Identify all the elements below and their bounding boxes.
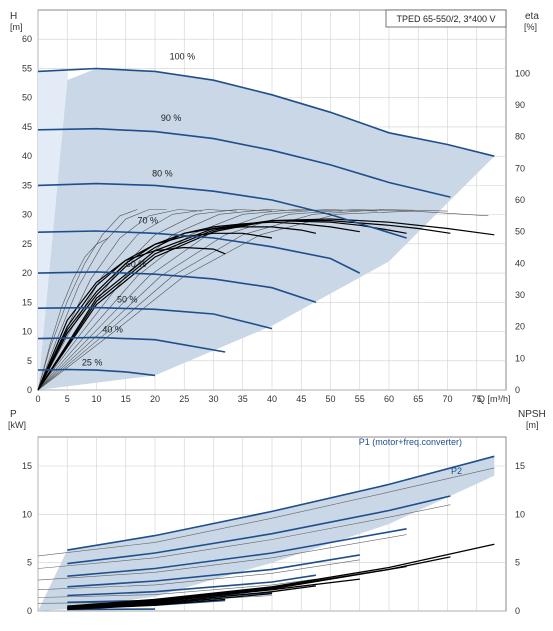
head-x-tick-label: 65 — [413, 394, 423, 404]
head-y-right-tick-label: 30 — [515, 290, 525, 300]
head-x-tick-label: 60 — [384, 394, 394, 404]
power-y-right-tick-label: 10 — [515, 509, 525, 519]
npsh-y-axis-label: NPSH — [518, 409, 546, 420]
head-y-tick-label: 45 — [22, 122, 32, 132]
head-x-tick-label: 50 — [325, 394, 335, 404]
head-y-tick-label: 50 — [22, 93, 32, 103]
head-y-right-axis-unit: [%] — [524, 22, 537, 32]
head-x-tick-label: 20 — [150, 394, 160, 404]
head-x-tick-label: 10 — [91, 394, 101, 404]
head-y-tick-label: 55 — [22, 63, 32, 73]
head-y-tick-label: 0 — [27, 385, 32, 395]
head-x-axis-label: Q [m³/h] — [478, 394, 511, 404]
head-y-tick-label: 60 — [22, 34, 32, 44]
power-y-tick-label: 15 — [22, 461, 32, 471]
head-x-tick-label: 0 — [35, 394, 40, 404]
head-y-tick-label: 10 — [22, 327, 32, 337]
head-y-right-axis-label: eta — [525, 11, 539, 22]
head-x-tick-label: 70 — [442, 394, 452, 404]
speed-curve-label: 100 % — [170, 52, 196, 62]
head-x-tick-label: 45 — [296, 394, 306, 404]
head-y-tick-label: 30 — [22, 210, 32, 220]
power-y-axis-unit: [kW] — [8, 420, 26, 430]
head-y-tick-label: 40 — [22, 151, 32, 161]
head-y-right-tick-label: 0 — [515, 385, 520, 395]
npsh-y-axis-unit: [m] — [526, 420, 539, 430]
power-y-axis-label: P — [10, 409, 17, 420]
head-y-right-tick-label: 80 — [515, 132, 525, 142]
speed-curve-label: 90 % — [161, 113, 182, 123]
head-y-right-tick-label: 10 — [515, 353, 525, 363]
speed-curve-label: 50 % — [117, 294, 138, 304]
power-y-tick-label: 0 — [27, 606, 32, 616]
head-y-tick-label: 20 — [22, 268, 32, 278]
head-x-tick-label: 5 — [65, 394, 70, 404]
p1-legend-label: P1 (motor+freq.converter) — [359, 437, 462, 447]
head-y-right-tick-label: 60 — [515, 195, 525, 205]
head-x-tick-label: 15 — [121, 394, 131, 404]
head-y-right-tick-label: 20 — [515, 322, 525, 332]
head-y-tick-label: 25 — [22, 239, 32, 249]
power-chart-panel: 0 5 10 15 0 5 10 15 P[kW] NPSH[m] P1 (motor+freq.c… — [8, 409, 546, 616]
head-y-right-tick-label: 70 — [515, 163, 525, 173]
head-x-tick-label: 35 — [238, 394, 248, 404]
speed-curve-label: 25 % — [82, 357, 103, 367]
head-y-tick-label: 15 — [22, 297, 32, 307]
head-y-right-tick-label: 90 — [515, 100, 525, 110]
head-x-tick-label: 55 — [355, 394, 365, 404]
head-y-axis-unit: [m] — [10, 22, 23, 32]
head-chart-panel: 100 % 90 % 80 % 70 % 60 % 50 % 40 % 25 % 0 5 10 15 2… — [10, 10, 539, 404]
power-y-tick-label: 10 — [22, 509, 32, 519]
speed-curve-label: 40 % — [102, 325, 123, 335]
power-y-tick-label: 5 — [27, 558, 32, 568]
speed-curve-label: 70 % — [137, 215, 158, 225]
p2-legend-label: P2 — [451, 466, 462, 476]
head-x-tick-label: 25 — [179, 394, 189, 404]
product-title: TPED 65-550/2, 3*400 V — [396, 14, 495, 24]
head-y-right-tick-label: 100 — [515, 68, 530, 78]
speed-curve-label: 60 % — [126, 259, 147, 269]
power-y-right-tick-label: 0 — [515, 606, 520, 616]
head-y-right-tick-label: 40 — [515, 258, 525, 268]
head-y-right-tick-label: 50 — [515, 227, 525, 237]
power-y-right-tick-label: 5 — [515, 558, 520, 568]
head-x-tick-label: 40 — [267, 394, 277, 404]
power-y-right-tick-label: 15 — [515, 461, 525, 471]
speed-curve-label: 80 % — [152, 169, 173, 179]
head-y-tick-label: 35 — [22, 180, 32, 190]
head-y-tick-label: 5 — [27, 356, 32, 366]
head-y-axis-label: H — [10, 11, 17, 22]
head-x-tick-label: 30 — [208, 394, 218, 404]
